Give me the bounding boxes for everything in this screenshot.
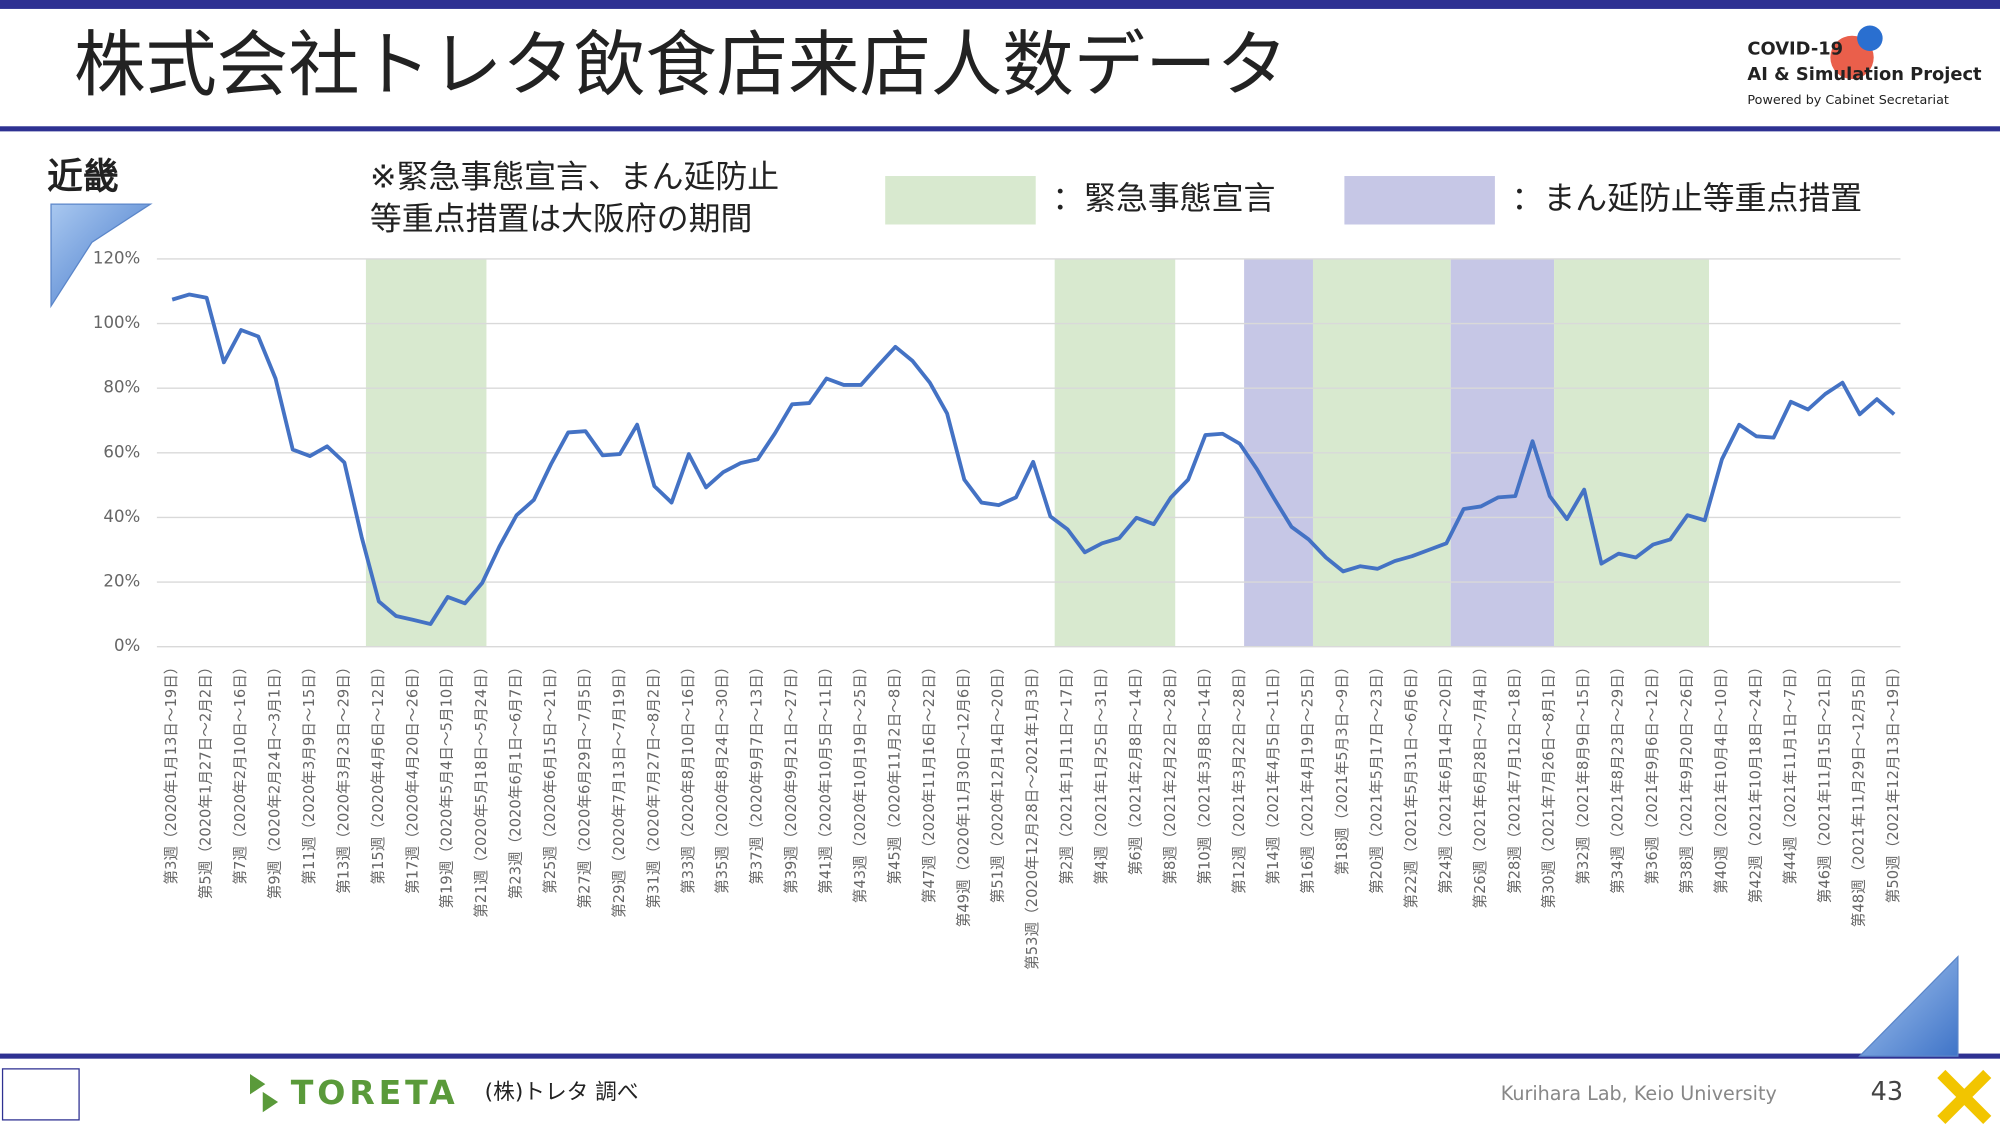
note: ※緊急事態宣言、まん延防止 bbox=[370, 158, 779, 196]
legend-swatch bbox=[1344, 176, 1495, 225]
brand: TORETA bbox=[291, 1073, 459, 1112]
corner-decoration bbox=[1858, 955, 1959, 1057]
x-tick-label: 第46週（2021年11月15日～21日） bbox=[1815, 659, 1833, 903]
x-tick-label: 第43週（2020年10月19日～25日） bbox=[851, 659, 869, 903]
x-logo bbox=[1937, 1069, 1992, 1124]
note: 等重点措置は大阪府の期間 bbox=[370, 200, 753, 238]
x-tick-label: 第42週（2021年10月18日～24日） bbox=[1746, 659, 1764, 903]
x-tick-label: 第6週（2021年2月8日～14日） bbox=[1126, 659, 1144, 875]
y-tick-label: 100% bbox=[93, 313, 140, 332]
x-tick-label: 第5週（2020年1月27日～2月2日） bbox=[197, 659, 215, 899]
x-tick-label: 第30週（2021年7月26日～8月1日） bbox=[1540, 659, 1558, 908]
x-tick-label: 第33週（2020年8月10日～16日） bbox=[679, 659, 697, 893]
x-tick-label: 第51週（2020年12月14日～20日） bbox=[989, 659, 1007, 903]
x-tick-label: 第47週（2020年11月16日～22日） bbox=[920, 659, 938, 903]
x-tick-label: 第38週（2021年9月20日～26日） bbox=[1678, 659, 1696, 893]
x-tick-label: 第15週（2020年4月6日～12日） bbox=[369, 659, 387, 884]
x-tick-label: 第31週（2020年7月27日～8月2日） bbox=[644, 659, 662, 908]
x-tick-label: 第25週（2020年6月15日～21日） bbox=[541, 659, 559, 893]
x-tick-label: 第26週（2021年6月28日～7月4日） bbox=[1471, 659, 1489, 908]
x-tick-label: 第41週（2020年10月5日～11日） bbox=[817, 659, 835, 893]
x-tick-label: 第7週（2020年2月10日～16日） bbox=[231, 659, 249, 884]
x-tick-label: 第23週（2020年6月1日～6月7日） bbox=[507, 659, 525, 899]
x-tick-label: 第44週（2021年11月1日～7日） bbox=[1781, 659, 1799, 884]
x-tick-label: 第10週（2021年3月8日～14日） bbox=[1195, 659, 1213, 884]
x-tick-label: 第29週（2020年7月13日～7月19日） bbox=[610, 659, 628, 917]
chart: ：緊急事態宣言 ：まん延防止等重点措置 0% 20% 40% 60% 80% 100% 120%… bbox=[93, 176, 1902, 970]
x-tick-label: 第9週（2020年2月24日～3月1日） bbox=[266, 659, 284, 899]
y-tick-label: 80% bbox=[103, 378, 140, 397]
x-tick-label: 第3週（2020年1月13日～19日） bbox=[162, 659, 180, 884]
data-line bbox=[171, 292, 1896, 626]
y-tick-label: 40% bbox=[103, 507, 140, 526]
lab-name: Kurihara Lab, Keio University bbox=[1501, 1082, 1777, 1105]
x-tick-label: 第14週（2021年4月5日～11日） bbox=[1264, 659, 1282, 884]
legend-swatch bbox=[885, 176, 1036, 225]
x-tick-label: 第17週（2020年4月20日～26日） bbox=[403, 659, 421, 893]
x-tick-label: 第37週（2020年9月7日～13日） bbox=[748, 659, 766, 884]
x-tick-label: 第35週（2020年8月24日～30日） bbox=[713, 659, 731, 893]
logo-text: COVID-19 bbox=[1747, 39, 1843, 60]
x-tick-label: 第19週（2020年5月4日～5月10日） bbox=[438, 659, 456, 908]
x-tick-label: 第18週（2021年5月3日～9日） bbox=[1333, 659, 1351, 875]
x-tick-label: 第48週（2021年11月29日～12月5日） bbox=[1850, 659, 1868, 927]
x-tick-label: 第20週（2021年5月17日～23日） bbox=[1368, 659, 1386, 893]
y-tick-label: 120% bbox=[93, 248, 140, 267]
region-label: 近畿 bbox=[47, 157, 118, 198]
corner-decoration bbox=[50, 203, 153, 309]
x-tick-label: 第16週（2021年4月19日～25日） bbox=[1299, 659, 1317, 893]
x-tick-label: 第50週（2021年12月13日～19日） bbox=[1884, 659, 1902, 903]
logo-text: Powered by Cabinet Secretariat bbox=[1747, 93, 1948, 108]
source: (株)トレタ 調べ bbox=[485, 1080, 639, 1105]
x-tick-label: 第32週（2021年8月9日～15日） bbox=[1574, 659, 1592, 884]
x-tick-label: 第2週（2021年1月11日～17日） bbox=[1058, 659, 1076, 884]
x-tick-label: 第24週（2021年6月14日～20日） bbox=[1436, 659, 1454, 893]
x-tick-label: 第34週（2021年8月23日～29日） bbox=[1609, 659, 1627, 893]
lab-logo bbox=[1, 1068, 80, 1121]
x-tick-label: 第27週（2020年6月29日～7月5日） bbox=[575, 659, 593, 908]
x-tick-label: 第13週（2020年3月23日～29日） bbox=[334, 659, 352, 893]
page-number: 43 bbox=[1871, 1077, 1903, 1107]
y-tick-label: 20% bbox=[103, 572, 140, 591]
footer-rule bbox=[0, 1053, 2000, 1059]
legend-label: ：緊急事態宣言 bbox=[1052, 179, 1275, 217]
y-tick-label: 0% bbox=[114, 636, 140, 655]
x-tick-label: 第45週（2020年11月2日～8日） bbox=[885, 659, 903, 884]
slide-title: 株式会社トレタ飲食店来店人数データ bbox=[74, 24, 1288, 107]
x-tick-label: 第40週（2021年10月4日～10日） bbox=[1712, 659, 1730, 893]
x-tick-label: 第4週（2021年1月25日～31日） bbox=[1092, 659, 1110, 884]
title-rule bbox=[0, 126, 2000, 132]
brand-icon bbox=[250, 1073, 279, 1113]
x-tick-label: 第21週（2020年5月18日～5月24日） bbox=[472, 659, 490, 917]
x-tick-label: 第8週（2021年2月22日～28日） bbox=[1161, 659, 1179, 884]
x-tick-label: 第53週（2020年12月28日～2021年1月3日） bbox=[1023, 659, 1041, 969]
x-tick-label: 第11週（2020年3月9日～15日） bbox=[300, 659, 318, 884]
x-tick-label: 第12週（2021年3月22日～28日） bbox=[1230, 659, 1248, 893]
x-tick-label: 第28週（2021年7月12日～18日） bbox=[1505, 659, 1523, 893]
y-tick-label: 60% bbox=[103, 442, 140, 461]
x-tick-label: 第36週（2021年9月6日～12日） bbox=[1643, 659, 1661, 884]
logo-dot bbox=[1857, 25, 1883, 52]
x-tick-label: 第22週（2021年5月31日～6月6日） bbox=[1402, 659, 1420, 908]
legend-label: ：まん延防止等重点措置 bbox=[1511, 179, 1862, 217]
x-tick-label: 第39週（2020年9月21日～27日） bbox=[782, 659, 800, 893]
x-tick-label: 第49週（2020年11月30日～12月6日） bbox=[954, 659, 972, 927]
top-bar bbox=[0, 0, 2000, 9]
logo-text: AI & Simulation Project bbox=[1747, 64, 1982, 85]
